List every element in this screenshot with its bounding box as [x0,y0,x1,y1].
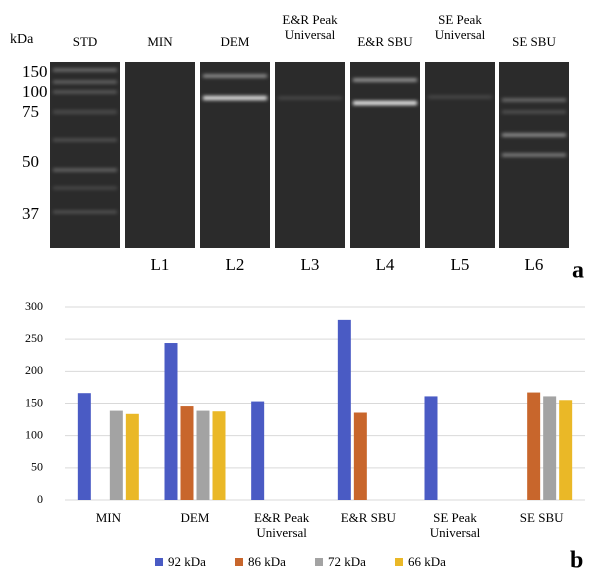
gel-lane [275,62,345,248]
bar [78,393,91,500]
x-tick-label: SE Peak Universal [410,510,500,540]
marker-label: 50 [22,152,39,171]
lane-id: L2 [226,255,245,274]
gel-band [353,101,417,105]
gel-lane [125,62,195,248]
legend-swatch [235,558,243,566]
gel-band [53,91,117,94]
lane-header: E&R Peak Universal [269,12,351,42]
y-tick-label: 100 [25,427,43,441]
gel-band [53,187,117,190]
bar [251,402,264,500]
lane-header: SE Peak Universal [419,12,501,42]
gel-band [502,134,566,137]
marker-label: 37 [22,204,40,223]
bar [165,343,178,500]
gel-band [53,81,117,84]
y-tick-label: 200 [25,363,43,377]
gel-band [502,99,566,102]
gel-lane [425,62,495,248]
bar [425,396,438,500]
marker-label: 100 [22,82,48,101]
gel-lane [350,62,420,248]
unit-label: kDa [10,32,34,47]
lane-id: L4 [376,255,395,274]
bar [559,400,572,500]
bar [213,411,226,500]
lane-header: STD [44,34,126,49]
legend-label: 66 kDa [408,554,446,569]
bar [527,393,540,500]
bar [110,411,123,500]
gel-band [502,111,566,114]
bar [181,406,194,500]
lane-header: E&R SBU [344,34,426,49]
lane-header: DEM [194,34,276,49]
bar [126,414,139,500]
bar [354,413,367,500]
marker-label: 75 [22,102,39,121]
y-tick-label: 300 [25,299,43,313]
gel-band [53,211,117,214]
gel-band [53,69,117,72]
gel-lane [200,62,270,248]
gel-band [53,169,117,172]
x-tick-label: E&R Peak Universal [237,510,327,540]
gel-band [353,79,417,82]
gel-band [428,96,492,99]
panel-label: b [570,548,583,571]
y-tick-label: 0 [37,492,43,506]
gel-band [53,110,117,114]
marker-label: 150 [22,62,48,81]
gel-band [502,154,566,157]
y-tick-label: 50 [31,460,43,474]
lane-id: L3 [301,255,320,274]
lane-header: SE SBU [493,34,575,49]
legend-swatch [395,558,403,566]
panel-label: a [572,258,584,284]
x-tick-label: E&R SBU [323,510,413,525]
x-tick-label: MIN [63,510,153,525]
lane-header: MIN [119,34,201,49]
legend-label: 72 kDa [328,554,366,569]
gel-band [203,96,267,100]
legend-swatch [315,558,323,566]
lane-id: L5 [451,255,470,274]
legend-label: 86 kDa [248,554,286,569]
legend-label: 92 kDa [168,554,206,569]
gel-band [203,75,267,78]
figure: kDa a b 150100755037L1L2L3L4L5L605010015… [0,0,590,571]
y-tick-label: 150 [25,395,43,409]
bar [197,411,210,500]
lane-id: L6 [525,255,544,274]
x-tick-label: DEM [150,510,240,525]
bar [338,320,351,500]
x-tick-label: SE SBU [497,510,587,525]
canvas: kDa a b 150100755037L1L2L3L4L5L605010015… [0,0,590,571]
bar [543,396,556,500]
gel-lane [50,62,120,248]
lane-id: L1 [151,255,170,274]
gel-band [53,139,117,142]
y-tick-label: 250 [25,331,43,345]
gel-band [278,97,342,100]
legend-swatch [155,558,163,566]
